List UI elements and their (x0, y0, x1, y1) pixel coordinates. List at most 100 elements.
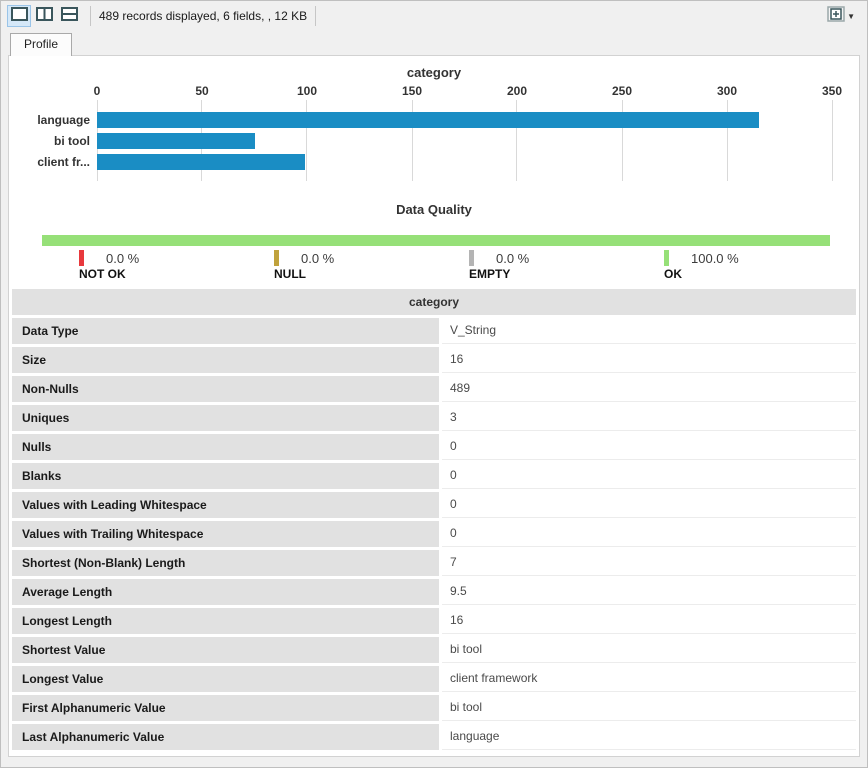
dq-percent-value: 0.0 % (301, 250, 335, 266)
gridline (306, 100, 308, 181)
table-row: Average Length 9.5 (12, 579, 856, 605)
stat-label-cell: First Alphanumeric Value (12, 695, 439, 721)
stat-value-cell: 16 (442, 608, 856, 634)
x-axis-tick-label: 300 (716, 84, 738, 98)
dq-category-label: NOT OK (79, 267, 126, 281)
table-row: Nulls 0 (12, 434, 856, 460)
profile-table-rows: Data Type V_String Size 16 Non-Nulls 489 Uniqu… (12, 318, 856, 750)
dq-color-tick (664, 250, 669, 266)
x-axis-tick-label: 200 (506, 84, 528, 98)
table-row: Values with Trailing Whitespace 0 (12, 521, 856, 547)
stat-label-cell: Size (12, 347, 439, 373)
stat-value-cell: 9.5 (442, 579, 856, 605)
dq-percent-value: 0.0 % (106, 250, 140, 266)
stat-label-cell: Longest Length (12, 608, 439, 634)
gridline (621, 100, 623, 181)
stat-label-cell: Shortest (Non-Blank) Length (12, 550, 439, 576)
stat-label-cell: Nulls (12, 434, 439, 460)
stat-value-cell: 3 (442, 405, 856, 431)
dq-color-tick (274, 250, 279, 266)
dq-legend-line: 0.0 % (274, 250, 469, 266)
x-axis-tick-label: 0 (93, 84, 101, 98)
table-row: Longest Value client framework (12, 666, 856, 692)
x-axis-tick-label: 100 (296, 84, 318, 98)
table-row: Longest Length 16 (12, 608, 856, 634)
stat-value-cell: V_String (442, 318, 856, 344)
dq-category-label: EMPTY (469, 267, 511, 281)
dq-legend-item-not-ok: 0.0 % NOT OK (79, 250, 274, 281)
bar-1 (97, 112, 759, 128)
table-row: First Alphanumeric Value bi tool (12, 695, 856, 721)
split-vertical-icon (35, 6, 53, 26)
table-row: Last Alphanumeric Value language (12, 724, 856, 750)
stat-value-cell: language (442, 724, 856, 750)
dq-legend-item-null: 0.0 % NULL (274, 250, 469, 281)
split-horizontal-icon (60, 6, 78, 26)
split-vertical-layout-button[interactable] (32, 5, 56, 27)
stat-label-cell: Values with Trailing Whitespace (12, 521, 439, 547)
x-axis-tick-label: 50 (195, 84, 209, 98)
table-row: Size 16 (12, 347, 856, 373)
table-row: Non-Nulls 489 (12, 376, 856, 402)
stat-label-cell: Blanks (12, 463, 439, 489)
dq-segment-ok (42, 235, 830, 246)
stat-label-cell: Values with Leading Whitespace (12, 492, 439, 518)
stat-label-cell: Average Length (12, 579, 439, 605)
stat-label-cell: Last Alphanumeric Value (12, 724, 439, 750)
chevron-down-icon[interactable]: ▼ (847, 11, 855, 21)
record-count-status: 489 records displayed, 6 fields, , 12 KB (99, 9, 308, 23)
stat-label-cell: Shortest Value (12, 637, 439, 663)
field-chart-title: category (406, 65, 462, 80)
toolbar: 489 records displayed, 6 fields, , 12 KB… (1, 1, 867, 31)
bar-2 (97, 133, 255, 149)
stat-value-cell: 0 (442, 521, 856, 547)
profile-tab-page: category 0 50 100 150 200 250 300 350 language b… (8, 55, 860, 757)
dq-category-label: OK (664, 267, 682, 281)
gridline (411, 100, 413, 181)
stat-value-cell: bi tool (442, 637, 856, 663)
open-in-new-window-button[interactable]: ▼ (827, 5, 855, 27)
stat-label-cell: Uniques (12, 405, 439, 431)
table-row: Blanks 0 (12, 463, 856, 489)
table-row: Data Type V_String (12, 318, 856, 344)
dq-legend-line: 0.0 % (469, 250, 664, 266)
bar-category-labels: language bi tool client fr... (9, 105, 97, 177)
x-axis-labels: 0 50 100 150 200 250 300 350 (93, 84, 842, 100)
dq-legend-line: 0.0 % (79, 250, 274, 266)
gridline (831, 100, 833, 181)
stat-value-cell: bi tool (442, 695, 856, 721)
stat-value-cell: 0 (442, 463, 856, 489)
x-axis-tick-label: 250 (611, 84, 633, 98)
table-row: Shortest (Non-Blank) Length 7 (12, 550, 856, 576)
data-quality-title: Data Quality (396, 202, 472, 217)
table-row: Values with Leading Whitespace 0 (12, 492, 856, 518)
single-pane-icon (10, 6, 28, 26)
stat-value-cell: 7 (442, 550, 856, 576)
dq-category-label: NULL (274, 267, 306, 281)
table-row: Shortest Value bi tool (12, 637, 856, 663)
bar-category-label: client fr... (37, 155, 90, 169)
toolbar-separator (90, 6, 91, 26)
stat-value-cell: 16 (442, 347, 856, 373)
tab-strip: Profile (1, 31, 867, 56)
tab-profile[interactable]: Profile (10, 33, 73, 56)
bar-category-label: bi tool (54, 134, 90, 148)
bar-3 (97, 154, 305, 170)
table-row: Uniques 3 (12, 405, 856, 431)
x-axis-tick-label: 150 (401, 84, 423, 98)
bar-plot-area (96, 100, 833, 181)
data-quality-bar (42, 235, 830, 246)
dq-legend-line: 100.0 % (664, 250, 859, 266)
single-pane-layout-button[interactable] (7, 5, 31, 27)
dq-percent-value: 100.0 % (691, 250, 739, 266)
split-horizontal-layout-button[interactable] (57, 5, 81, 27)
stat-value-cell: 0 (442, 434, 856, 460)
gridline (726, 100, 728, 181)
toolbar-separator (315, 6, 317, 26)
dq-percent-value: 0.0 % (496, 250, 530, 266)
bar-category-label: language (37, 113, 90, 127)
stat-label-cell: Longest Value (12, 666, 439, 692)
stat-value-cell: 489 (442, 376, 856, 402)
open-new-window-icon (827, 5, 845, 27)
